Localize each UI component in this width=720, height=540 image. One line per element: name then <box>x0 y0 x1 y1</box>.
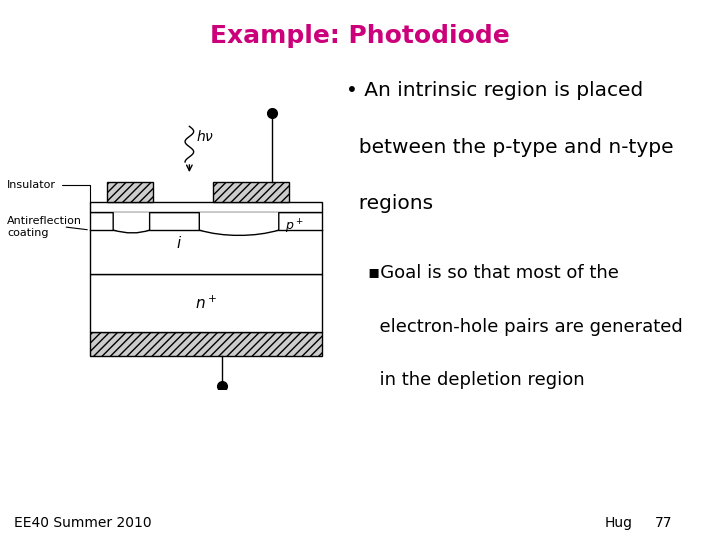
Text: ▪Goal is so that most of the: ▪Goal is so that most of the <box>369 264 619 282</box>
Text: $i$: $i$ <box>176 235 182 251</box>
PathPatch shape <box>113 212 150 233</box>
Bar <box>90 332 322 356</box>
Text: EE40 Summer 2010: EE40 Summer 2010 <box>14 516 152 530</box>
Text: Example: Photodiode: Example: Photodiode <box>210 24 510 48</box>
Text: • An intrinsic region is placed: • An intrinsic region is placed <box>346 81 643 100</box>
Text: electron-hole pairs are generated: electron-hole pairs are generated <box>369 318 683 335</box>
PathPatch shape <box>199 212 279 235</box>
Text: Hug: Hug <box>605 516 633 530</box>
Text: regions: regions <box>346 194 433 213</box>
Text: $p^+$: $p^+$ <box>285 218 304 236</box>
Text: $h\nu$: $h\nu$ <box>196 129 214 144</box>
Text: 77: 77 <box>655 516 672 530</box>
Bar <box>107 183 153 202</box>
Bar <box>212 183 289 202</box>
Bar <box>90 212 322 274</box>
Bar <box>90 274 322 332</box>
Text: $n^+$: $n^+$ <box>195 294 217 312</box>
Text: in the depletion region: in the depletion region <box>369 371 585 389</box>
Bar <box>90 202 322 212</box>
Text: Insulator: Insulator <box>7 180 90 204</box>
Text: between the p-type and n-type: between the p-type and n-type <box>346 138 673 157</box>
Text: Antireflection
coating: Antireflection coating <box>7 216 82 238</box>
